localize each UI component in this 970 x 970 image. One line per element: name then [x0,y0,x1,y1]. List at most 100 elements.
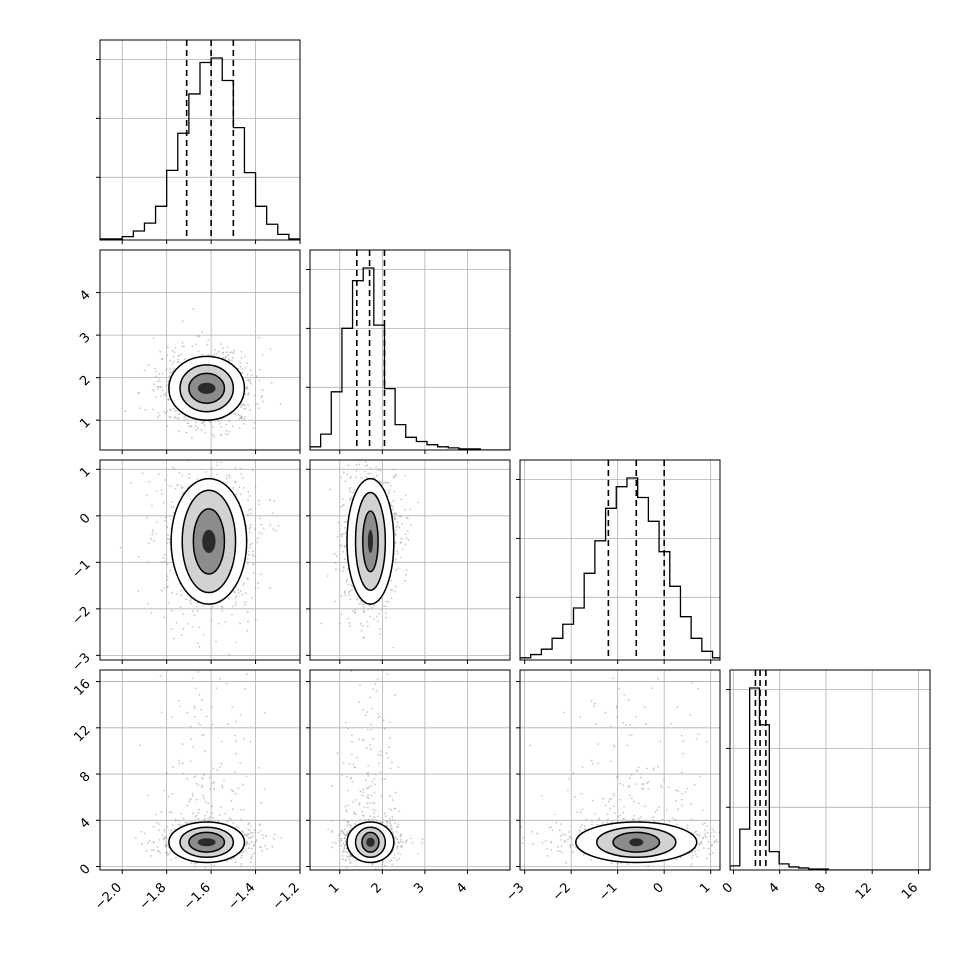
scatter-point [231,706,234,708]
scatter-point [171,824,174,826]
scatter-point [248,822,251,825]
scatter-point [137,555,140,558]
histogram-step [100,57,300,240]
scatter-point [198,335,201,338]
scatter-point [606,813,609,816]
scatter-point [152,841,155,844]
panel-0-0 [96,39,301,244]
scatter-point [389,818,391,820]
scatter-point [249,380,251,383]
scatter-point [189,425,192,427]
scatter-point [349,860,352,863]
scatter-point [213,435,216,438]
scatter-point [369,615,371,618]
scatter-point [411,841,414,844]
scatter-point [155,821,158,824]
scatter-point [219,422,221,425]
scatter-point [243,737,246,740]
scatter-point [166,538,169,540]
scatter-point [344,480,347,483]
scatter-point [238,414,241,417]
scatter-point [358,463,361,466]
scatter-point [160,386,163,388]
y-tick-label: 2 [77,373,93,389]
scatter-point [666,809,668,811]
scatter-point [225,355,227,358]
scatter-point [163,393,166,396]
scatter-point [246,577,248,580]
scatter-point [218,814,221,816]
scatter-point [250,825,252,827]
scatter-point [173,637,176,640]
scatter-point [239,361,242,364]
scatter-point [396,552,399,555]
scatter-point [347,617,350,620]
scatter-point [551,829,554,832]
scatter-point [177,759,180,762]
scatter-point [201,786,203,788]
scatter-point [390,827,392,830]
scatter-point [204,800,207,803]
y-tick-label: 4 [77,288,93,304]
scatter-point [375,474,378,477]
scatter-point [349,826,352,829]
scatter-point [340,839,343,842]
scatter-point [172,506,175,508]
scatter-point [239,467,242,470]
scatter-point [146,560,149,563]
scatter-point [238,427,241,430]
scatter-point [377,712,379,715]
scatter-point [347,821,350,824]
scatter-point [331,784,333,787]
scatter-point [248,829,251,832]
scatter-point [347,583,350,586]
scatter-point [194,775,197,778]
scatter-point [173,367,176,370]
scatter-point [248,378,251,381]
scatter-point [240,856,243,859]
scatter-point [225,423,228,426]
scatter-point [377,716,380,719]
scatter-point [258,532,260,534]
scatter-point [338,840,340,843]
scatter-point [162,501,165,504]
scatter-point [260,801,263,804]
scatter-point [210,783,213,785]
scatter-point [180,485,183,487]
density-contour [202,529,216,554]
scatter-point [335,568,337,571]
scatter-point [348,830,350,832]
scatter-point [654,810,657,813]
scatter-point [382,719,385,722]
scatter-point [359,622,362,625]
scatter-point [230,858,233,861]
scatter-point [160,811,163,814]
scatter-point [192,745,195,748]
scatter-point [241,854,243,857]
scatter-point [351,753,353,756]
scatter-point [393,476,396,479]
scatter-point [574,795,576,798]
scatter-point [180,353,183,356]
scatter-point [347,628,349,630]
scatter-point [347,855,350,858]
scatter-point [619,621,621,623]
scatter-point [274,529,277,532]
scatter-point [629,723,632,726]
scatter-point [656,809,659,811]
scatter-point [188,476,191,479]
scatter-point [689,714,692,716]
scatter-point [373,816,375,818]
scatter-point [350,776,352,779]
scatter-point [192,792,194,795]
scatter-point [331,820,334,822]
scatter-point [612,677,615,680]
scatter-point [344,840,347,843]
scatter-point [397,567,400,570]
scatter-point [191,625,194,628]
scatter-point [626,863,629,865]
scatter-point [204,420,206,423]
scatter-point [165,837,168,840]
x-tick-label: 4 [454,880,470,896]
scatter-point [355,463,358,466]
